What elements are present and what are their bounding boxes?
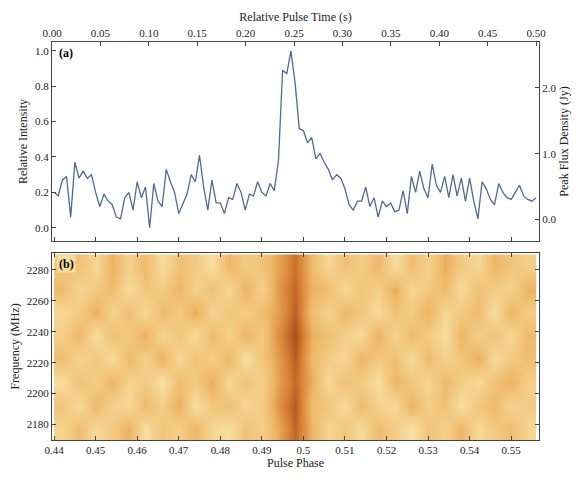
svg-text:0.35: 0.35: [381, 27, 401, 39]
svg-text:0.53: 0.53: [418, 444, 438, 456]
svg-text:Frequency (MHz): Frequency (MHz): [8, 303, 22, 389]
svg-text:0.52: 0.52: [377, 444, 396, 456]
svg-text:0.00: 0.00: [42, 27, 62, 39]
svg-text:0.46: 0.46: [128, 444, 148, 456]
svg-text:0.44: 0.44: [44, 444, 64, 456]
svg-text:2280: 2280: [27, 264, 50, 276]
svg-text:0.45: 0.45: [478, 27, 498, 39]
svg-text:0.15: 0.15: [188, 27, 208, 39]
svg-text:0.50: 0.50: [526, 27, 546, 39]
svg-text:0.0: 0.0: [542, 213, 556, 225]
svg-text:2200: 2200: [27, 387, 50, 399]
svg-text:0.10: 0.10: [139, 27, 159, 39]
svg-text:0.4: 0.4: [35, 151, 49, 163]
svg-text:Pulse Phase: Pulse Phase: [267, 456, 324, 470]
svg-text:0.47: 0.47: [169, 444, 189, 456]
svg-text:0.0: 0.0: [35, 222, 49, 234]
svg-text:2180: 2180: [27, 418, 50, 430]
svg-text:0.40: 0.40: [430, 27, 450, 39]
svg-text:0.2: 0.2: [35, 186, 49, 198]
svg-text:0.8: 0.8: [35, 80, 49, 92]
svg-text:0.30: 0.30: [333, 27, 353, 39]
svg-text:2.0: 2.0: [542, 82, 556, 94]
svg-text:0.05: 0.05: [91, 27, 111, 39]
svg-text:2260: 2260: [27, 295, 50, 307]
svg-text:(a): (a): [59, 46, 73, 60]
svg-text:Relative Intensity: Relative Intensity: [16, 99, 30, 184]
svg-text:2240: 2240: [27, 326, 50, 338]
svg-text:(b): (b): [59, 257, 74, 271]
svg-text:Peak Flux Density (Jy): Peak Flux Density (Jy): [557, 86, 571, 196]
svg-text:0.51: 0.51: [335, 444, 354, 456]
svg-text:1.0: 1.0: [542, 148, 556, 160]
svg-text:2220: 2220: [27, 357, 50, 369]
svg-text:0.54: 0.54: [460, 444, 480, 456]
svg-text:0.48: 0.48: [211, 444, 231, 456]
svg-text:0.5: 0.5: [297, 444, 311, 456]
svg-text:0.45: 0.45: [86, 444, 106, 456]
svg-text:0.20: 0.20: [236, 27, 256, 39]
svg-text:0.6: 0.6: [35, 115, 49, 127]
svg-text:1.0: 1.0: [35, 45, 49, 57]
svg-text:Relative Pulse Time (s): Relative Pulse Time (s): [239, 10, 351, 24]
svg-text:0.25: 0.25: [284, 27, 304, 39]
svg-text:0.55: 0.55: [502, 444, 522, 456]
svg-text:0.49: 0.49: [252, 444, 272, 456]
